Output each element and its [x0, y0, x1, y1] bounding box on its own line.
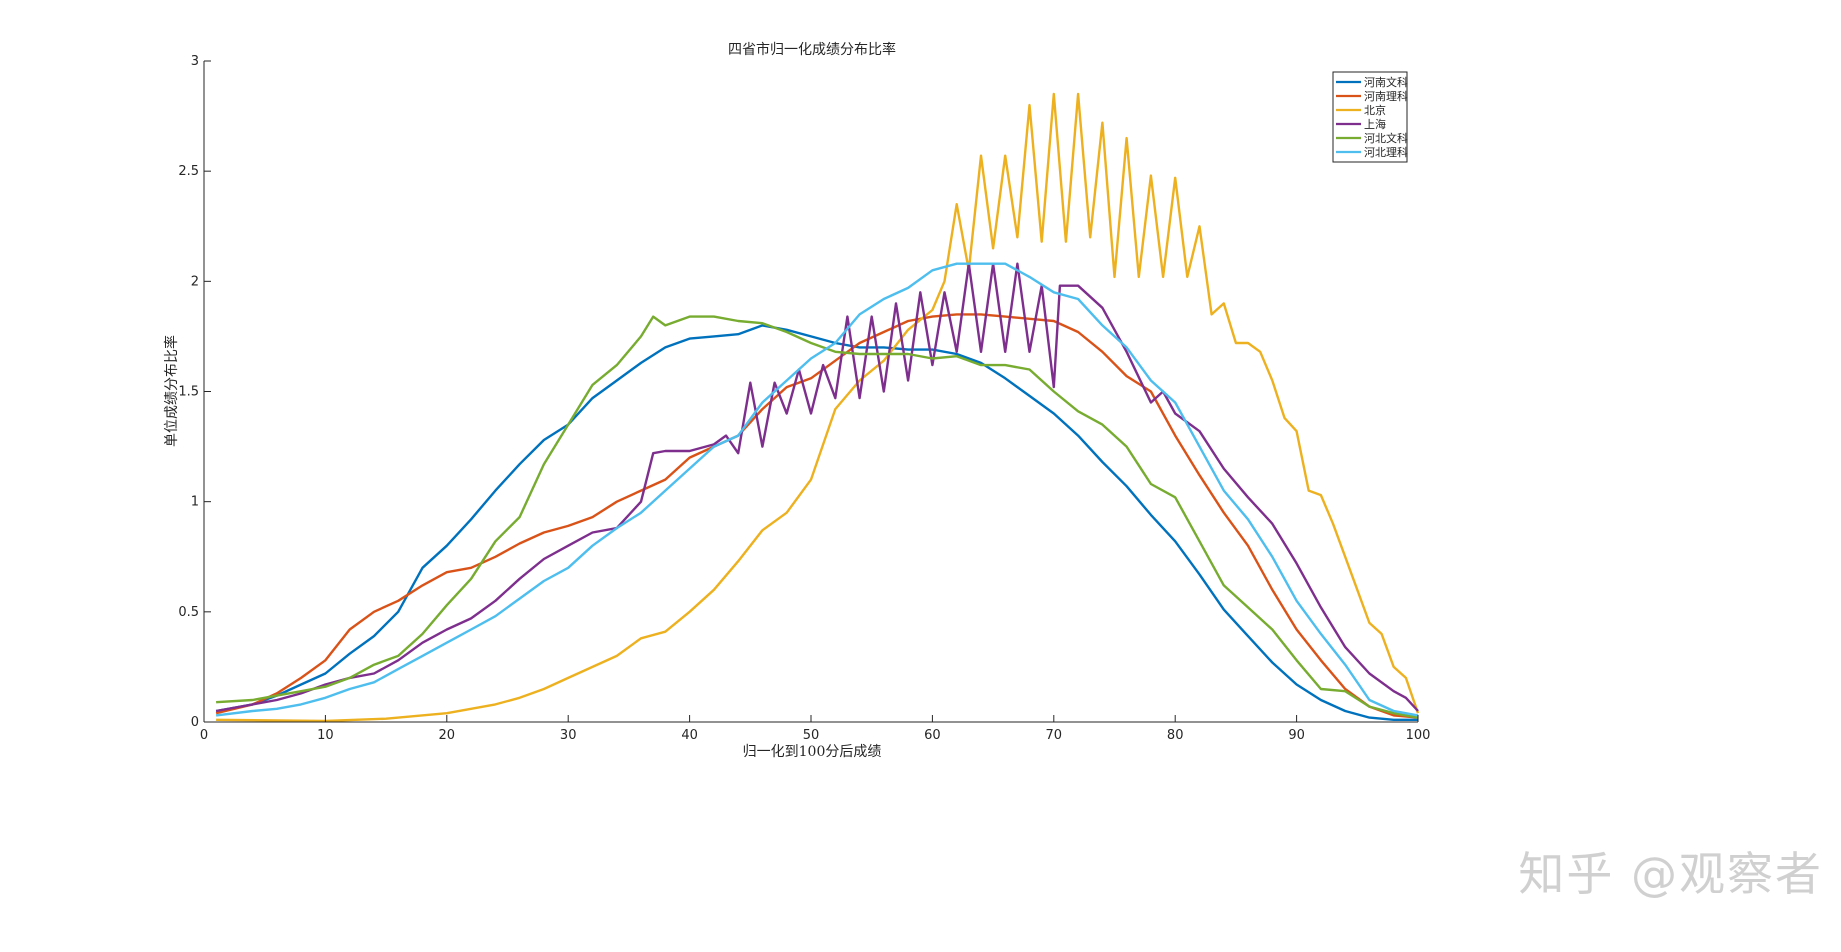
y-tick-label: 3	[191, 54, 199, 69]
x-tick-label: 70	[1046, 728, 1063, 743]
y-tick-label: 1.5	[178, 385, 199, 400]
legend-label: 河北文科	[1364, 131, 1408, 145]
y-axis-title: 单位成绩分布比率	[163, 335, 180, 447]
x-tick-label: 100	[1406, 728, 1431, 743]
series-line-4	[215, 262, 1419, 713]
x-tick-label: 20	[439, 728, 456, 743]
series-line-6	[215, 262, 1419, 717]
series-line-1	[215, 324, 1418, 721]
legend-label: 上海	[1364, 117, 1386, 131]
x-tick-label: 50	[803, 728, 820, 743]
x-axis-title: 归一化到100分后成绩	[743, 743, 882, 760]
x-tick-label: 60	[924, 728, 941, 743]
x-tick-label: 0	[200, 728, 208, 743]
plot-area	[215, 92, 1420, 723]
axes: 0 10 20 30 40 50 60 70 80 90 100 0 0.5 1 1.5 2 2.5 3	[178, 54, 1430, 743]
legend-label: 北京	[1364, 103, 1386, 117]
y-tick-label: 1	[191, 495, 199, 510]
y-tick-label: 0.5	[178, 605, 199, 620]
y-tick-label: 2	[191, 274, 199, 289]
legend-label: 河北理科	[1364, 145, 1408, 159]
legend-box	[1332, 71, 1408, 163]
legend-label: 河南文科	[1364, 75, 1408, 89]
chart-title: 四省市归一化成绩分布比率	[728, 41, 896, 58]
x-tick-label: 10	[317, 728, 334, 743]
x-tick-label: 40	[681, 728, 698, 743]
watermark-text: 知乎 @观察者	[1518, 847, 1823, 901]
legend-label: 河南理科	[1364, 89, 1408, 103]
x-tick-label: 90	[1288, 728, 1305, 743]
y-tick-label: 0	[191, 715, 199, 730]
series-line-3	[216, 92, 1420, 723]
series-line-5	[216, 315, 1419, 719]
y-tick-label: 2.5	[178, 164, 199, 179]
x-tick-label: 30	[560, 728, 577, 743]
x-tick-label: 80	[1167, 728, 1184, 743]
